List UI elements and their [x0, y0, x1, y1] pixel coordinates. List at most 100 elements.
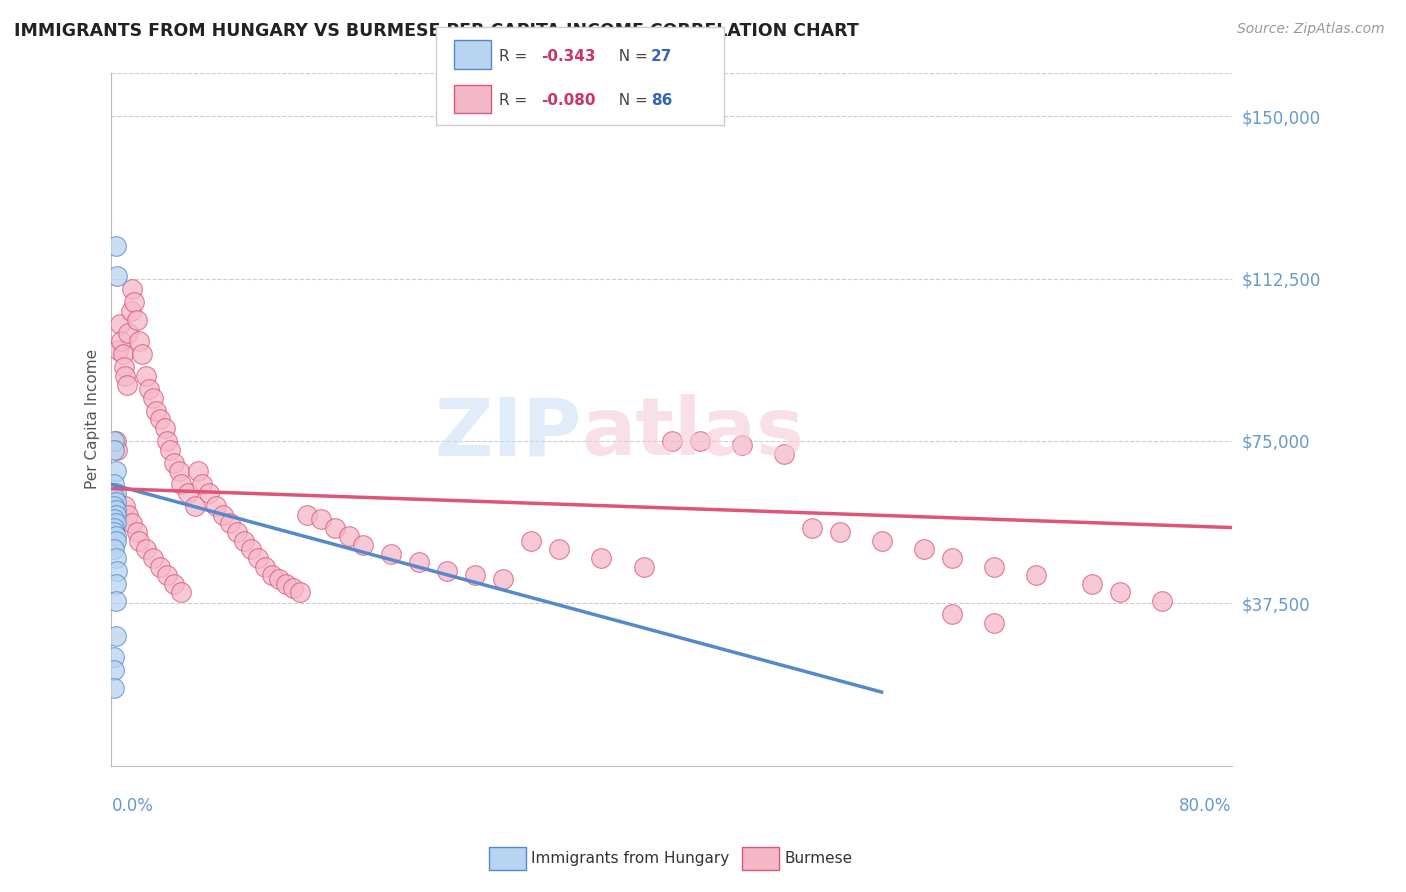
- Point: [436, 564, 458, 578]
- Point: [104, 486, 127, 500]
- Point: [325, 520, 347, 534]
- Point: [104, 464, 127, 478]
- Point: [108, 317, 131, 331]
- Text: R =: R =: [499, 49, 533, 63]
- Point: [121, 516, 143, 531]
- Point: [219, 516, 242, 531]
- Point: [772, 447, 794, 461]
- Text: IMMIGRANTS FROM HUNGARY VS BURMESE PER CAPITA INCOME CORRELATION CHART: IMMIGRANTS FROM HUNGARY VS BURMESE PER C…: [14, 22, 859, 40]
- Point: [591, 550, 613, 565]
- Text: N =: N =: [609, 49, 652, 63]
- Point: [107, 343, 129, 357]
- Point: [149, 559, 172, 574]
- Point: [380, 547, 402, 561]
- Point: [104, 629, 127, 643]
- Point: [800, 520, 823, 534]
- Point: [104, 529, 127, 543]
- Point: [283, 581, 305, 595]
- Point: [912, 542, 935, 557]
- Point: [145, 403, 167, 417]
- Point: [177, 486, 200, 500]
- Point: [163, 456, 186, 470]
- Point: [262, 568, 284, 582]
- Text: Immigrants from Hungary: Immigrants from Hungary: [531, 851, 730, 865]
- Point: [117, 326, 139, 340]
- Point: [105, 269, 128, 284]
- Point: [142, 550, 165, 565]
- Text: 80.0%: 80.0%: [1180, 797, 1232, 814]
- Y-axis label: Per Capita Income: Per Capita Income: [86, 350, 100, 490]
- Point: [159, 442, 181, 457]
- Point: [828, 524, 851, 539]
- Point: [149, 412, 172, 426]
- Point: [117, 508, 139, 522]
- Point: [339, 529, 361, 543]
- Point: [125, 312, 148, 326]
- Point: [254, 559, 277, 574]
- Point: [103, 442, 125, 457]
- Point: [184, 499, 207, 513]
- Point: [125, 524, 148, 539]
- Point: [983, 615, 1005, 630]
- Point: [633, 559, 655, 574]
- Point: [104, 503, 127, 517]
- Point: [104, 508, 127, 522]
- Point: [730, 438, 752, 452]
- Point: [122, 295, 145, 310]
- Point: [105, 564, 128, 578]
- Point: [156, 568, 179, 582]
- Point: [138, 382, 160, 396]
- Point: [104, 516, 127, 531]
- Point: [128, 334, 150, 349]
- Point: [661, 434, 683, 448]
- Point: [464, 568, 486, 582]
- Point: [233, 533, 256, 548]
- Point: [548, 542, 571, 557]
- Point: [156, 434, 179, 448]
- Point: [104, 239, 127, 253]
- Point: [153, 421, 176, 435]
- Point: [290, 585, 312, 599]
- Point: [104, 494, 127, 508]
- Point: [1025, 568, 1047, 582]
- Point: [1150, 594, 1173, 608]
- Point: [163, 577, 186, 591]
- Point: [103, 434, 125, 448]
- Point: [297, 508, 319, 522]
- Point: [104, 434, 127, 448]
- Point: [104, 550, 127, 565]
- Text: 86: 86: [651, 94, 672, 108]
- Point: [115, 377, 138, 392]
- Point: [121, 282, 143, 296]
- Point: [198, 486, 221, 500]
- Point: [142, 391, 165, 405]
- Point: [167, 464, 190, 478]
- Point: [112, 360, 135, 375]
- Point: [205, 499, 228, 513]
- Point: [983, 559, 1005, 574]
- Point: [1080, 577, 1102, 591]
- Point: [353, 538, 375, 552]
- Point: [105, 442, 128, 457]
- Point: [170, 477, 193, 491]
- Point: [226, 524, 249, 539]
- Point: [276, 577, 298, 591]
- Point: [135, 369, 157, 384]
- Point: [870, 533, 893, 548]
- Point: [131, 347, 153, 361]
- Point: [103, 477, 125, 491]
- Point: [104, 594, 127, 608]
- Point: [103, 520, 125, 534]
- Point: [492, 573, 515, 587]
- Text: 0.0%: 0.0%: [111, 797, 153, 814]
- Point: [247, 550, 270, 565]
- Point: [104, 533, 127, 548]
- Point: [212, 508, 235, 522]
- Point: [114, 369, 136, 384]
- Text: R =: R =: [499, 94, 533, 108]
- Point: [240, 542, 263, 557]
- Text: Source: ZipAtlas.com: Source: ZipAtlas.com: [1237, 22, 1385, 37]
- Point: [689, 434, 711, 448]
- Point: [103, 512, 125, 526]
- Point: [1108, 585, 1130, 599]
